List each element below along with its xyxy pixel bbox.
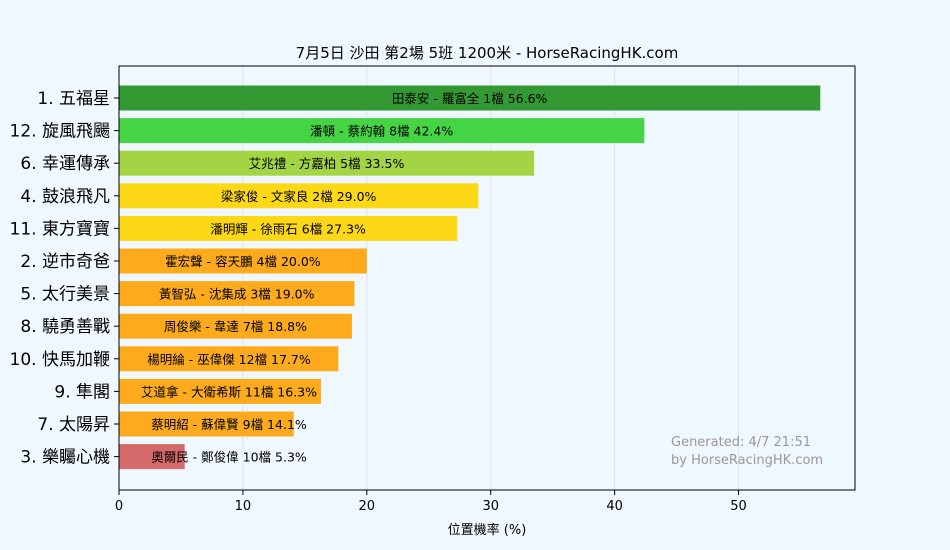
x-tick-label: 20: [359, 499, 376, 514]
chart-title: 7月5日 沙田 第2場 5班 1200米 - HorseRacingHK.com: [296, 44, 679, 62]
bar: [119, 346, 339, 372]
bar: [119, 444, 185, 470]
bar-data-label: 黃智弘 - 沈集成 3檔 19.0%: [159, 287, 315, 302]
category-labels: 1. 五福星 12. 旋風飛颺 6. 幸運傳承 4. 鼓浪飛凡 11. 東方寶寶 2. 逆…: [10, 89, 119, 468]
bar: [119, 378, 321, 404]
bar-labels: 田泰安 - 羅富全 1檔 56.6% 潘頓 - 蔡約翰 8檔 42.4% 艾兆禮 -…: [141, 91, 548, 465]
bar-data-label: 奧爾民 - 鄭俊偉 10檔 5.3%: [151, 450, 307, 465]
category-label: 5. 太行美景: [20, 285, 110, 305]
bar: [119, 313, 352, 339]
category-label: 6. 幸運傳承: [20, 154, 110, 174]
bar-data-label: 田泰安 - 羅富全 1檔 56.6%: [392, 91, 548, 106]
bar-data-label: 艾兆禮 - 方嘉柏 5檔 33.5%: [249, 156, 405, 171]
category-label: 9. 隼閣: [54, 382, 110, 402]
bar: [119, 150, 535, 176]
bar: [119, 281, 355, 307]
category-label: 8. 驍勇善戰: [20, 317, 110, 337]
bar: [119, 411, 294, 437]
category-label: 4. 鼓浪飛凡: [20, 187, 110, 207]
category-label: 10. 快馬加鞭: [10, 350, 110, 370]
bar: [119, 215, 458, 241]
bar-data-label: 梁家俊 - 文家良 2檔 29.0%: [221, 189, 377, 204]
bar-data-label: 潘明輝 - 徐雨石 6檔 27.3%: [210, 221, 366, 236]
annotation-site: by HorseRacingHK.com: [671, 453, 823, 468]
x-tick-label: 30: [482, 499, 499, 514]
bar: [119, 118, 645, 144]
bar-data-label: 艾道拿 - 大衛希斯 11檔 16.3%: [141, 384, 317, 399]
bar: [119, 85, 821, 111]
bars: [119, 85, 821, 470]
plot-frame: [118, 65, 856, 491]
bar: [119, 248, 367, 274]
x-axis-ticks: 0 10 20 30 40 50: [115, 490, 747, 514]
x-tick-label: 40: [606, 499, 623, 514]
category-label: 11. 東方寶寶: [10, 218, 110, 239]
x-axis-label: 位置機率 (%): [448, 522, 527, 538]
bar-data-label: 潘頓 - 蔡約翰 8檔 42.4%: [310, 124, 453, 139]
x-tick-label: 0: [115, 499, 123, 514]
category-label: 1. 五福星: [37, 89, 110, 109]
bar: [119, 183, 479, 209]
category-label: 12. 旋風飛颺: [10, 122, 110, 142]
x-tick-label: 10: [235, 499, 252, 514]
annotation-generated: Generated: 4/7 21:51: [671, 435, 811, 450]
category-label: 2. 逆市奇爸: [20, 252, 110, 272]
bar-data-label: 楊明綸 - 巫偉傑 12檔 17.7%: [147, 352, 311, 367]
bar-data-label: 周俊樂 - 韋達 7檔 18.8%: [164, 319, 307, 334]
bar-data-label: 蔡明紹 - 蘇偉賢 9檔 14.1%: [151, 417, 307, 432]
category-label: 3. 樂矚心機: [20, 448, 110, 468]
x-tick-label: 50: [730, 499, 747, 514]
category-label: 7. 太陽昇: [37, 415, 110, 435]
bar-data-label: 霍宏聲 - 容天鵬 4檔 20.0%: [165, 254, 321, 269]
